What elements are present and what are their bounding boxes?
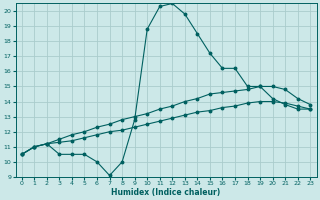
- X-axis label: Humidex (Indice chaleur): Humidex (Indice chaleur): [111, 188, 221, 197]
